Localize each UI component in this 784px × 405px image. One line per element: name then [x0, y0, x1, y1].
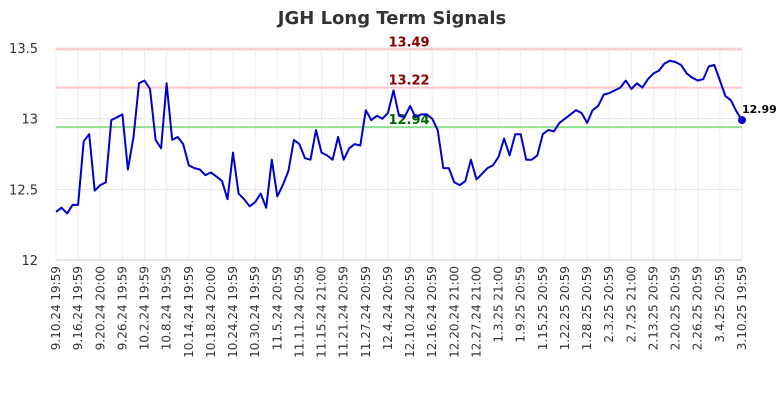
x-tick-label: 2.13.25 20:59 [646, 266, 660, 350]
x-tick-label: 1.9.25 20:59 [514, 266, 528, 343]
x-tick-label: 1.22.25 20:59 [558, 266, 572, 350]
x-tick-label: 11.27.24 20:59 [359, 266, 373, 358]
x-tick-label: 10.18.24 20:00 [204, 266, 218, 358]
x-tick-label: 11.11.24 20:59 [292, 266, 306, 358]
y-tick-label: 12.5 [9, 183, 38, 198]
x-tick-label: 1.15.25 20:59 [536, 266, 550, 350]
x-tick-label: 10.24.24 19:59 [226, 266, 240, 358]
last-point-label: 12.99 [742, 103, 777, 116]
x-tick-label: 10.30.24 19:59 [248, 266, 262, 358]
x-tick-label: 12.10.24 20:59 [403, 266, 417, 358]
y-tick-label: 12 [21, 254, 38, 269]
last-point-marker [738, 116, 746, 125]
y-tick-label: 13 [21, 113, 38, 128]
reference-line-label: 13.49 [388, 35, 429, 50]
x-tick-label: 2.26.25 20:59 [691, 266, 705, 350]
x-tick-label: 2.3.25 20:59 [602, 266, 616, 343]
x-tick-label: 3.4.25 20:59 [713, 266, 727, 343]
x-tick-label: 9.16.24 19:59 [71, 266, 85, 350]
x-tick-label: 9.26.24 19:59 [115, 266, 129, 350]
x-tick-label: 9.10.24 19:59 [49, 266, 63, 350]
x-tick-label: 11.21.24 20:59 [337, 266, 351, 358]
reference-line-label: 12.94 [388, 113, 429, 128]
x-tick-label: 10.14.24 19:59 [182, 266, 196, 358]
x-tick-label: 3.10.25 19:59 [735, 266, 749, 350]
x-tick-label: 10.8.24 19:59 [160, 266, 174, 350]
x-tick-label: 10.2.24 19:59 [138, 266, 152, 350]
x-tick-label: 9.20.24 20:00 [93, 266, 107, 350]
reference-line-label: 13.22 [388, 74, 429, 89]
x-tick-label: 11.5.24 20:59 [270, 266, 284, 350]
x-tick-label: 1.3.25 21:00 [492, 266, 506, 343]
y-tick-label: 13.5 [9, 42, 38, 57]
chart-title: JGH Long Term Signals [277, 8, 507, 29]
x-tick-label: 1.28.25 20:59 [580, 266, 594, 350]
x-tick-label: 12.20.24 21:00 [447, 266, 461, 358]
x-tick-label: 12.27.24 21:00 [469, 266, 483, 358]
series-line [55, 59, 743, 215]
x-tick-label: 11.15.24 21:00 [315, 266, 329, 358]
x-tick-label: 12.16.24 20:59 [425, 266, 439, 358]
x-tick-label: 2.20.25 20:59 [669, 266, 683, 350]
x-tick-label: 12.4.24 20:59 [381, 266, 395, 350]
x-tick-label: 2.7.25 21:00 [624, 266, 638, 343]
